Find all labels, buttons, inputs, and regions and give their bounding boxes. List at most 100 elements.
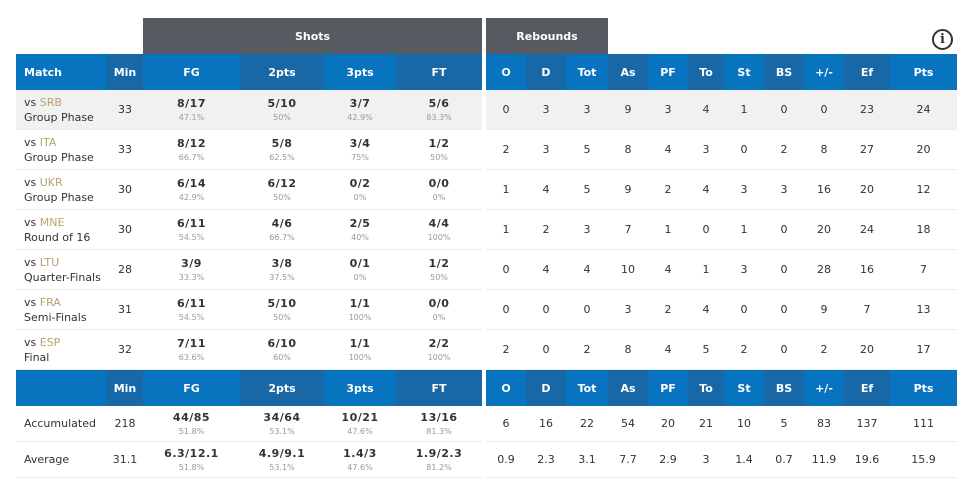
stat-ft-pct: 0% [432, 313, 446, 322]
header-pts[interactable]: Pts [913, 381, 934, 395]
header-pm[interactable]: +/- [815, 65, 833, 79]
cell-as: 8 [608, 330, 648, 369]
stat-d: 3 [542, 143, 550, 156]
cell-d: 2.3 [526, 442, 566, 477]
cell-pm: 83 [804, 406, 844, 441]
header-min[interactable]: Min [107, 54, 143, 90]
stat-fg: 7/11 [177, 337, 206, 350]
stat-pts2-pct: 53.1% [269, 463, 295, 472]
cell-pts3: 1.4/3 47.6% [324, 442, 396, 477]
cell-bs: 0 [764, 290, 804, 329]
stat-pf: 1 [664, 223, 672, 236]
header-d[interactable]: D [526, 370, 566, 406]
opponent-link[interactable]: UKR [39, 175, 63, 189]
header-fg[interactable]: FG [183, 381, 200, 395]
cell-o: 0 [486, 90, 526, 129]
opponent-link[interactable]: SRB [39, 95, 62, 109]
stat-d: 2.3 [537, 453, 555, 466]
header-ft[interactable]: FT [396, 54, 482, 90]
stat-st: 1.4 [735, 453, 753, 466]
cell-st: 10 [724, 406, 764, 441]
header-as[interactable]: As [608, 370, 648, 406]
header-to[interactable]: To [688, 54, 724, 90]
stat-st: 0 [740, 143, 748, 156]
cell-ef: 137 [844, 406, 890, 441]
opponent-link[interactable]: FRA [39, 295, 61, 309]
header-o[interactable]: O [501, 65, 511, 79]
header-pts3[interactable]: 3pts [346, 381, 374, 395]
header-tot[interactable]: Tot [577, 381, 597, 395]
header-pts[interactable]: Pts [913, 65, 934, 79]
header-pts2[interactable]: 2pts [240, 54, 324, 90]
cell-to: 4 [688, 90, 724, 129]
header-tot[interactable]: Tot [577, 65, 597, 79]
header-pts2[interactable]: 2pts [240, 370, 324, 406]
opponent-link[interactable]: ESP [39, 335, 61, 349]
stat-ef: 24 [860, 223, 874, 236]
header-pts3[interactable]: 3pts [346, 65, 374, 79]
header-ef[interactable]: Ef [844, 54, 890, 90]
cell-pts2: 3/8 37.5% [240, 250, 324, 289]
stat-pts2: 6/12 [267, 177, 297, 190]
header-fg[interactable]: FG [183, 65, 200, 79]
cell-min: 28 [107, 250, 143, 289]
cell-as: 9 [608, 170, 648, 209]
header-pm[interactable]: +/- [815, 381, 833, 395]
stat-pts3: 3/4 [349, 137, 371, 150]
cell-to: 21 [688, 406, 724, 441]
header-pf[interactable]: PF [660, 65, 676, 79]
header-as[interactable]: As [608, 54, 648, 90]
stat-ft-pct: 100% [427, 353, 451, 362]
cell-bs: 3 [764, 170, 804, 209]
cell-bs: 0 [764, 250, 804, 289]
stat-fg: 8/17 [177, 97, 206, 110]
stat-pts2: 6/10 [267, 337, 297, 350]
stat-fg-pct: 33.3% [178, 273, 205, 282]
cell-pm: 9 [804, 290, 844, 329]
cell-pts3: 1/1 100% [324, 290, 396, 329]
cell-pts: 111 [890, 406, 957, 441]
header-ef[interactable]: Ef [844, 370, 890, 406]
cell-bs: 2 [764, 130, 804, 169]
header-to[interactable]: To [688, 370, 724, 406]
cell-bs: 0 [764, 210, 804, 249]
stat-d: 2 [542, 223, 550, 236]
stat-d: 4 [542, 263, 550, 276]
stat-o: 2 [502, 343, 510, 356]
stat-pts3: 1/1 [349, 297, 371, 310]
cell-as: 10 [608, 250, 648, 289]
opponent-link[interactable]: ITA [39, 135, 57, 149]
game-row: vs LTU Quarter-Finals 28 3/9 33.3% 3/8 37.5% 0/… [16, 250, 957, 290]
stat-as: 8 [624, 143, 632, 156]
stat-pts2-pct: 53.1% [269, 427, 295, 436]
header-bs[interactable]: BS [764, 370, 804, 406]
header-pf[interactable]: PF [660, 381, 676, 395]
cell-to: 0 [688, 210, 724, 249]
header-st[interactable]: St [737, 65, 751, 79]
stat-fg-pct: 54.5% [178, 233, 205, 242]
cell-as: 8 [608, 130, 648, 169]
header-match[interactable]: Match [24, 65, 62, 79]
cell-ft: 1/2 50% [396, 250, 482, 289]
stat-pts2: 5/10 [267, 297, 297, 310]
header-ft[interactable]: FT [396, 370, 482, 406]
stat-pf: 4 [664, 343, 672, 356]
opponent-link[interactable]: LTU [39, 255, 60, 269]
header-d[interactable]: D [526, 54, 566, 90]
stat-pts2-pct: 50% [273, 313, 291, 322]
cell-min: 33 [107, 130, 143, 169]
stat-min: 218 [114, 417, 136, 430]
header-bs[interactable]: BS [764, 54, 804, 90]
stat-ft-pct: 81.3% [426, 427, 452, 436]
vs-label: vs [24, 135, 40, 149]
match-phase: Group Phase [24, 110, 94, 124]
stat-fg-pct: 47.1% [178, 113, 205, 122]
stat-fg: 8/12 [177, 137, 206, 150]
info-icon[interactable]: i [932, 29, 953, 50]
header-st[interactable]: St [737, 381, 751, 395]
cell-pf: 4 [648, 250, 688, 289]
opponent-link[interactable]: MNE [39, 215, 65, 229]
header-o[interactable]: O [501, 381, 511, 395]
stat-pts3: 0/2 [349, 177, 371, 190]
header-min[interactable]: Min [107, 370, 143, 406]
